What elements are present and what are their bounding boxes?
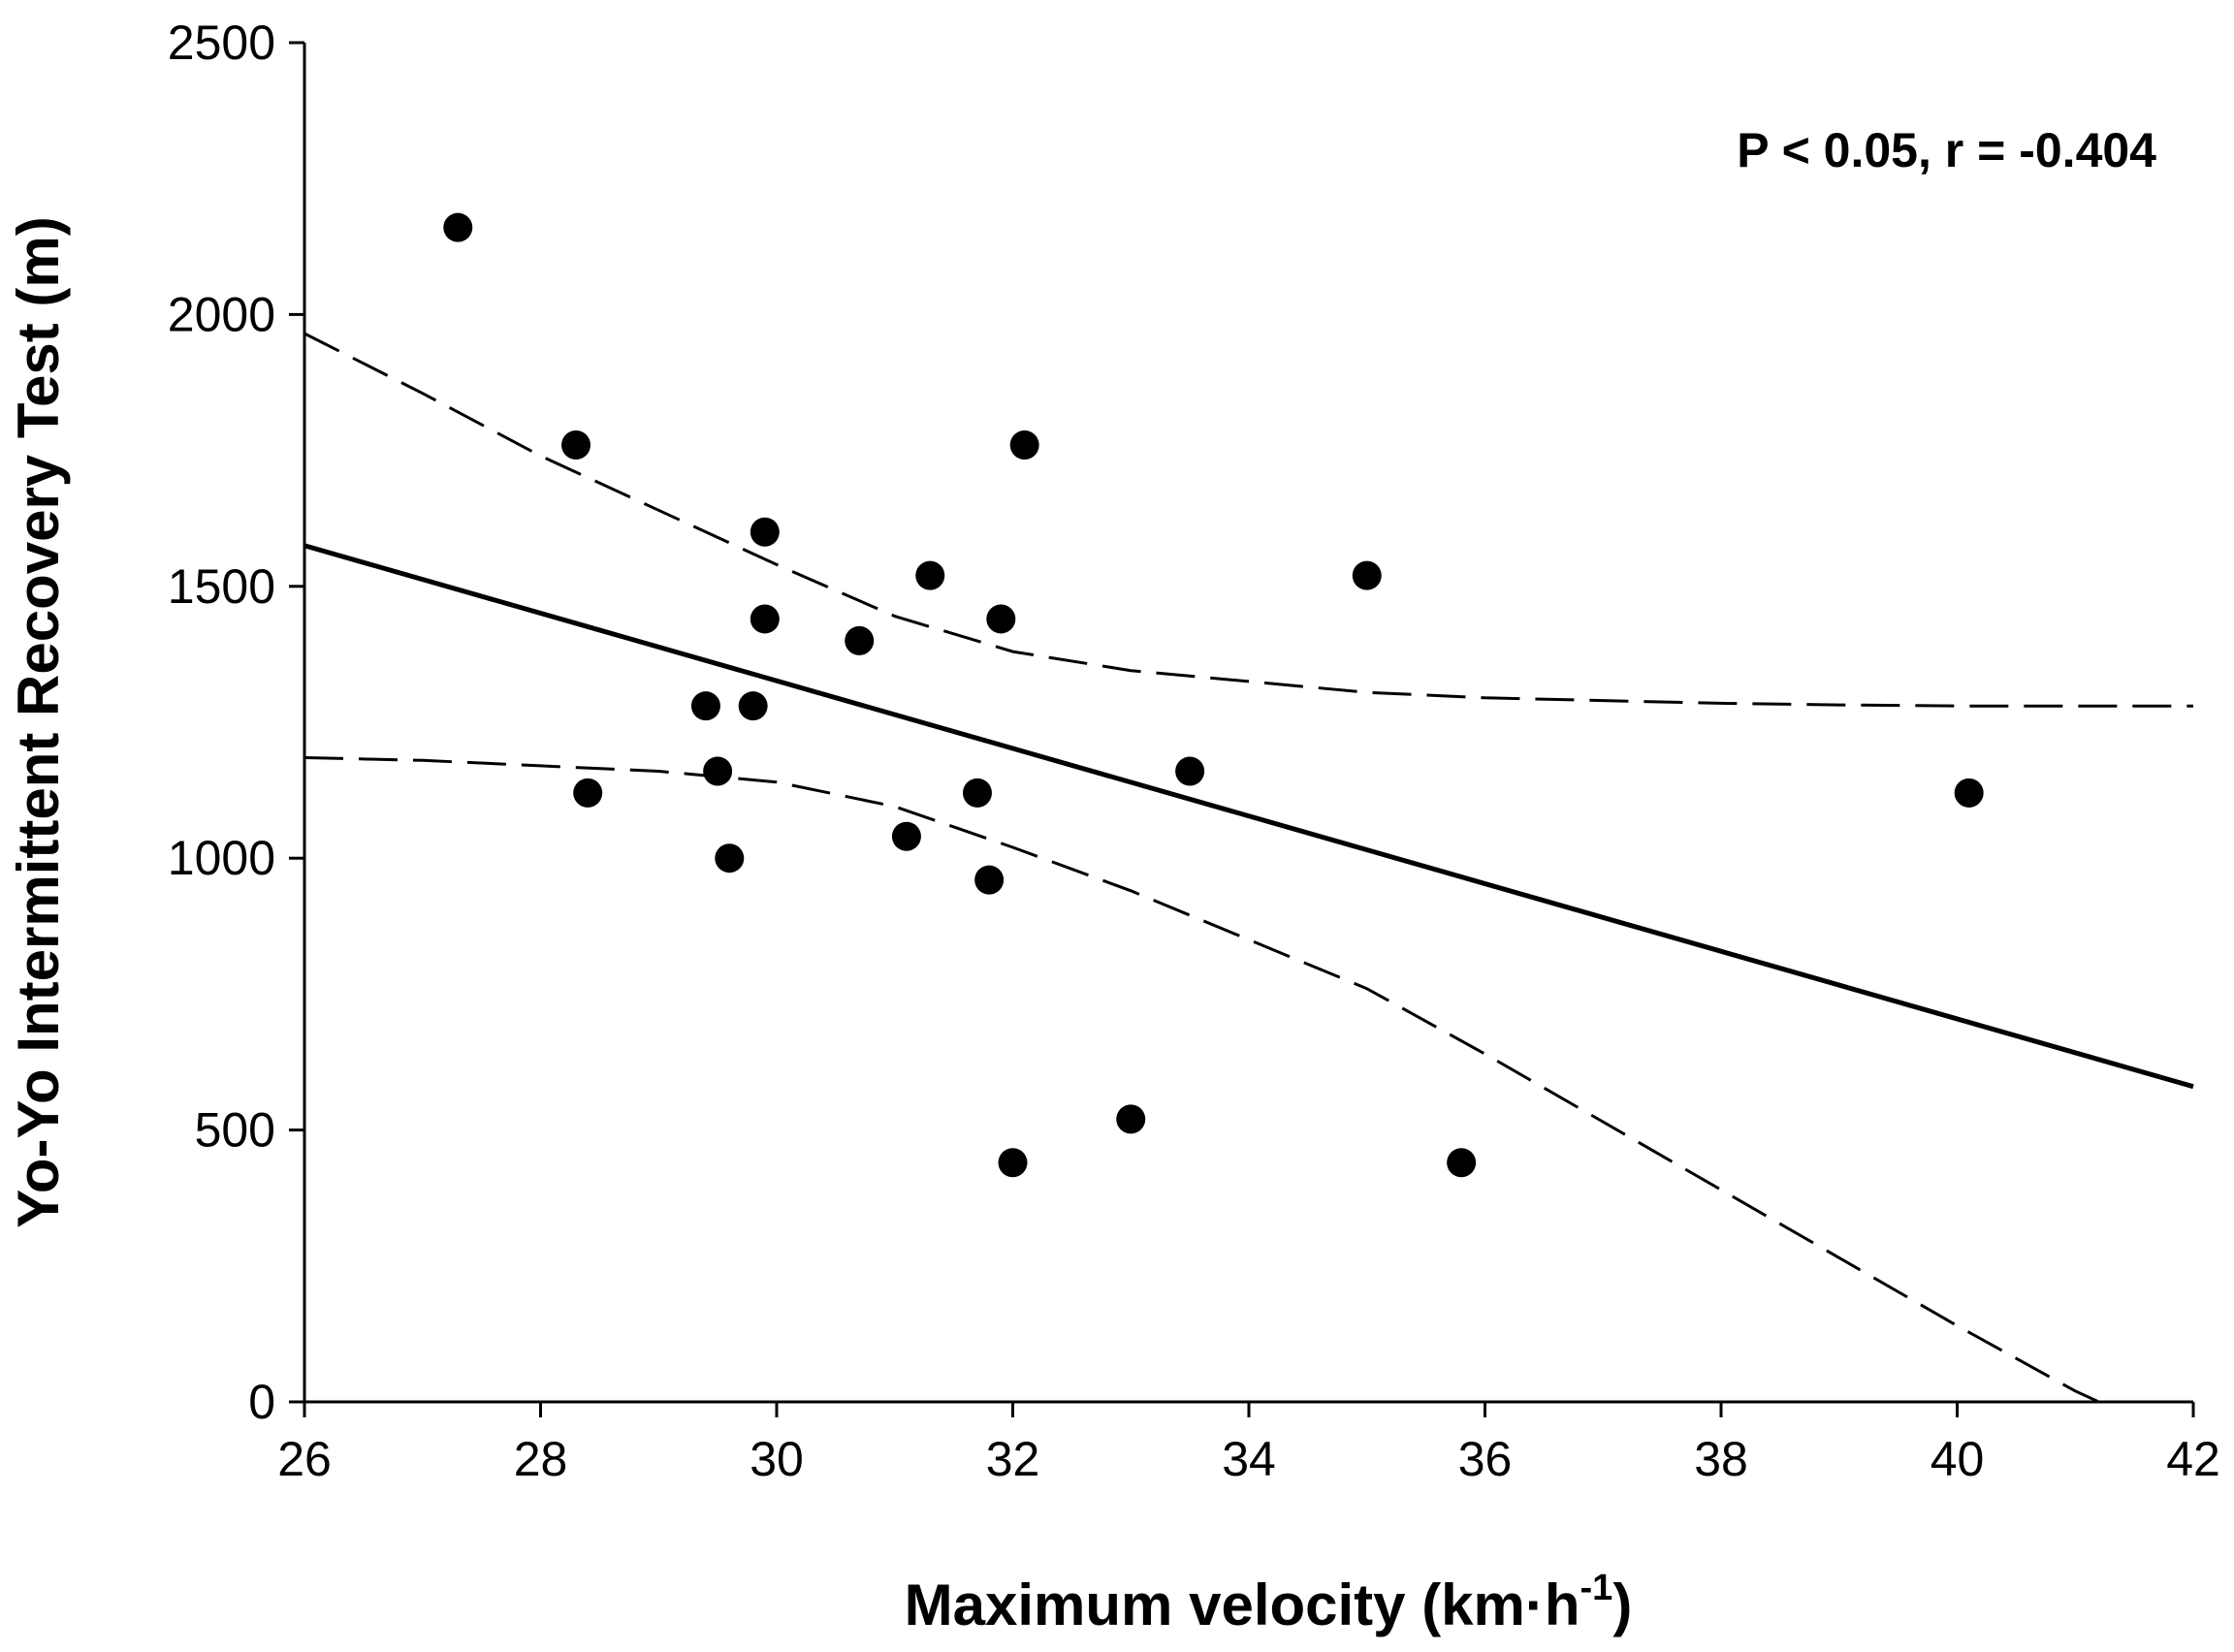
x-axis-title-superscript: -1	[1580, 1568, 1613, 1608]
data-point	[573, 778, 603, 808]
data-point	[1009, 429, 1039, 460]
x-tick-label: 36	[1458, 1432, 1513, 1486]
data-point	[690, 691, 720, 721]
y-axis-title: Yo-Yo Intermittent Recovery Test (m)	[6, 216, 71, 1228]
y-tick-label: 0	[248, 1375, 275, 1429]
data-point	[845, 625, 875, 655]
x-tick-label: 32	[986, 1432, 1040, 1486]
data-point	[1352, 560, 1382, 590]
y-tick-label: 1500	[168, 559, 275, 614]
confidence-lower-line	[303, 756, 2100, 1404]
data-point	[1954, 778, 1984, 808]
data-point	[974, 865, 1005, 895]
regression-line	[303, 543, 2194, 1090]
x-tick-label: 34	[1222, 1432, 1276, 1486]
data-point	[738, 691, 768, 721]
data-point	[561, 429, 591, 460]
x-tick-label: 40	[1931, 1432, 1985, 1486]
x-tick-label: 38	[1694, 1432, 1748, 1486]
y-tick-label: 2000	[168, 287, 275, 341]
data-point	[1447, 1148, 1477, 1178]
data-point	[750, 604, 780, 634]
data-points-group	[443, 212, 1984, 1178]
data-point	[962, 778, 992, 808]
axes-group: 26 28 30 32 34 36 38 40 42 0 500 1000 1500 2000 2500	[168, 16, 2220, 1486]
data-point	[915, 560, 945, 590]
x-axis-title-close: )	[1612, 1573, 1632, 1637]
data-point	[715, 843, 745, 874]
stats-annotation: P < 0.05, r = -0.404	[1737, 123, 2156, 177]
confidence-band-group	[303, 332, 2193, 1404]
x-ticks-group: 26 28 30 32 34 36 38 40 42	[277, 1402, 2220, 1486]
y-tick-label: 500	[195, 1103, 275, 1158]
data-point	[986, 604, 1016, 634]
x-tick-label: 28	[514, 1432, 568, 1486]
data-point	[703, 756, 733, 786]
confidence-upper-line	[303, 332, 2193, 708]
data-point	[443, 212, 473, 242]
x-tick-label: 42	[2166, 1432, 2220, 1486]
y-tick-label: 2500	[168, 16, 275, 70]
y-ticks-group: 0 500 1000 1500 2000 2500	[168, 16, 304, 1429]
x-tick-label: 30	[750, 1432, 804, 1486]
data-point	[750, 517, 780, 547]
x-tick-label: 26	[277, 1432, 332, 1486]
data-point	[891, 821, 921, 851]
x-axis-title-main: Maximum velocity (km·h	[905, 1573, 1580, 1637]
data-point	[998, 1148, 1028, 1178]
x-axis-title: Maximum velocity (km·h-1)	[905, 1568, 1633, 1637]
y-tick-label: 1000	[168, 831, 275, 885]
data-point	[1175, 756, 1205, 786]
data-point	[1116, 1104, 1146, 1134]
